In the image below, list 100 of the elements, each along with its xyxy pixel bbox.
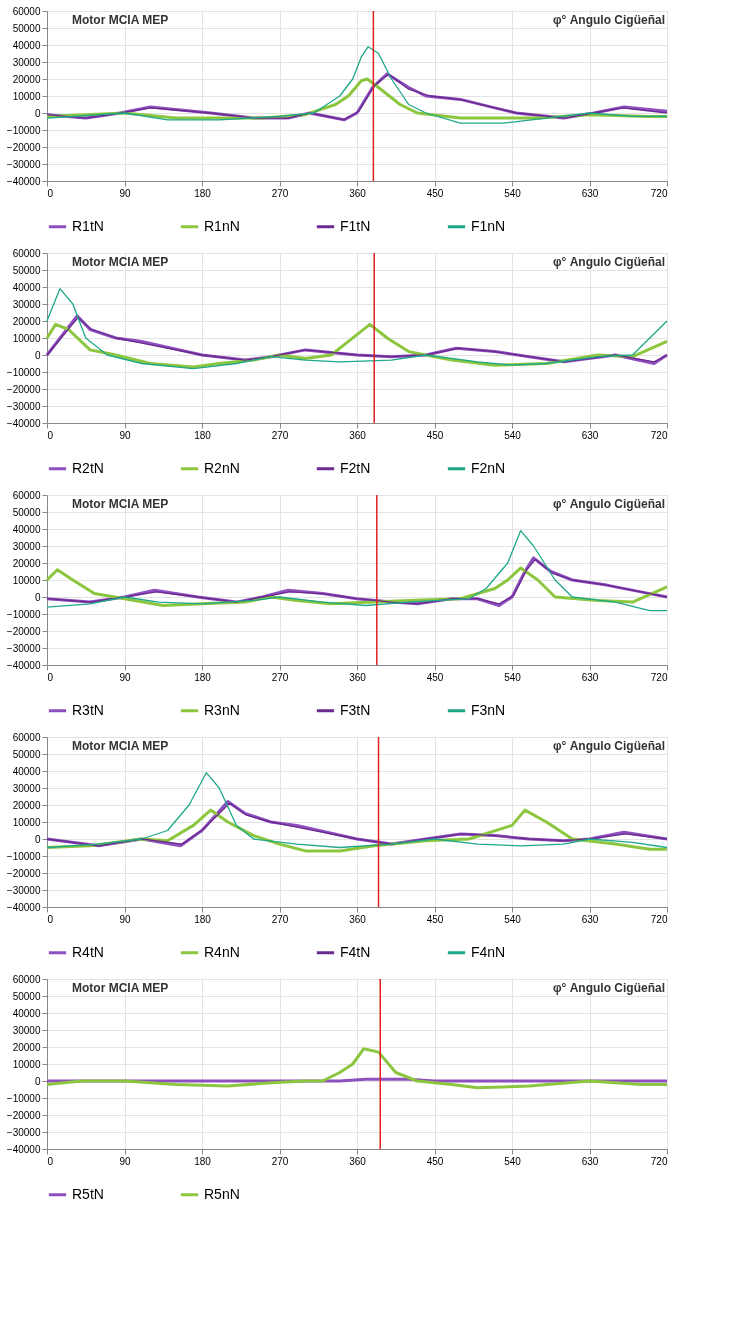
x-tick-label: 0 [47, 429, 54, 441]
x-tick-label: 720 [650, 671, 668, 683]
y-tick-label: 0 [34, 1075, 41, 1087]
x-axis-title: φ° Angulo Cigüeñal [552, 497, 665, 511]
x-tick-label: 630 [581, 187, 599, 199]
y-tick-label: −40000 [6, 175, 41, 187]
y-tick-label: 30000 [12, 540, 41, 552]
x-tick-label: 450 [426, 913, 444, 925]
y-tick-label: −30000 [6, 884, 41, 896]
y-tick-label: 40000 [12, 1007, 41, 1019]
x-tick-label: 450 [426, 671, 444, 683]
x-axis-title: φ° Angulo Cigüeñal [552, 13, 665, 27]
y-tick-label: −10000 [6, 608, 41, 620]
chart-title: Motor MCIA MEP [72, 255, 169, 269]
y-tick-label: 0 [34, 107, 41, 119]
y-tick-label: −10000 [6, 366, 41, 378]
legend-label: R3tN [72, 701, 104, 718]
y-tick-label: 30000 [12, 56, 41, 68]
x-tick-label: 0 [47, 913, 54, 925]
y-tick-label: 60000 [12, 973, 41, 985]
x-tick-label: 0 [47, 1155, 54, 1167]
y-tick-label: 0 [34, 349, 41, 361]
x-tick-label: 630 [581, 1155, 599, 1167]
y-tick-label: 60000 [12, 5, 41, 17]
y-tick-label: −20000 [6, 867, 41, 879]
legend-label: R1nN [204, 217, 240, 234]
y-tick-label: −10000 [6, 850, 41, 862]
x-tick-label: 720 [650, 187, 668, 199]
legend-label: F1nN [471, 217, 506, 234]
legend-label: R1tN [72, 217, 104, 234]
y-tick-label: 20000 [12, 799, 41, 811]
legend-label: F2tN [340, 459, 371, 476]
x-tick-label: 540 [504, 429, 522, 441]
x-tick-label: 270 [271, 913, 289, 925]
x-tick-label: 720 [650, 1155, 668, 1167]
x-tick-label: 180 [194, 1155, 212, 1167]
x-tick-label: 720 [650, 913, 668, 925]
y-tick-label: −30000 [6, 158, 41, 170]
x-tick-label: 450 [426, 1155, 444, 1167]
legend-label: R2nN [204, 459, 240, 476]
legend-label: R2tN [72, 459, 104, 476]
y-tick-label: 10000 [12, 90, 41, 102]
x-axis-title: φ° Angulo Cigüeñal [552, 255, 665, 269]
x-tick-label: 90 [119, 187, 131, 199]
x-tick-label: 0 [47, 187, 54, 199]
x-tick-label: 90 [119, 429, 131, 441]
y-tick-label: −30000 [6, 642, 41, 654]
x-tick-label: 270 [271, 187, 289, 199]
x-tick-label: 0 [47, 671, 54, 683]
legend-label: F1tN [340, 217, 371, 234]
y-tick-label: 40000 [12, 281, 41, 293]
x-tick-label: 180 [194, 429, 212, 441]
x-tick-label: 360 [349, 913, 367, 925]
x-tick-label: 180 [194, 913, 212, 925]
x-tick-label: 630 [581, 671, 599, 683]
x-tick-label: 540 [504, 1155, 522, 1167]
x-tick-label: 540 [504, 671, 522, 683]
y-tick-label: −40000 [6, 901, 41, 913]
y-tick-label: 40000 [12, 39, 41, 51]
y-tick-label: 20000 [12, 315, 41, 327]
y-tick-label: 10000 [12, 332, 41, 344]
x-tick-label: 450 [426, 187, 444, 199]
x-tick-label: 180 [194, 671, 212, 683]
x-tick-label: 630 [581, 429, 599, 441]
chart-title: Motor MCIA MEP [72, 739, 169, 753]
y-tick-label: 30000 [12, 298, 41, 310]
x-tick-label: 180 [194, 187, 212, 199]
x-tick-label: 90 [119, 913, 131, 925]
y-tick-label: 10000 [12, 574, 41, 586]
y-tick-label: 60000 [12, 489, 41, 501]
y-tick-label: 40000 [12, 765, 41, 777]
y-tick-label: 20000 [12, 73, 41, 85]
x-tick-label: 630 [581, 913, 599, 925]
y-tick-label: 10000 [12, 816, 41, 828]
chart-title: Motor MCIA MEP [72, 497, 169, 511]
legend-label: R4tN [72, 943, 104, 960]
chart-title: Motor MCIA MEP [72, 13, 169, 27]
y-tick-label: −10000 [6, 124, 41, 136]
y-tick-label: −30000 [6, 1126, 41, 1138]
y-tick-label: −40000 [6, 1143, 41, 1155]
legend-label: F2nN [471, 459, 506, 476]
y-tick-label: 20000 [12, 1041, 41, 1053]
legend-label: F4nN [471, 943, 506, 960]
y-tick-label: 50000 [12, 264, 41, 276]
y-tick-label: 50000 [12, 506, 41, 518]
y-tick-label: −10000 [6, 1092, 41, 1104]
y-tick-label: 0 [34, 591, 41, 603]
x-tick-label: 540 [504, 913, 522, 925]
y-tick-label: 60000 [12, 731, 41, 743]
y-tick-label: −20000 [6, 141, 41, 153]
x-tick-label: 360 [349, 187, 367, 199]
x-tick-label: 540 [504, 187, 522, 199]
x-tick-label: 360 [349, 1155, 367, 1167]
y-tick-label: −40000 [6, 417, 41, 429]
legend-label: R3nN [204, 701, 240, 718]
x-tick-label: 90 [119, 671, 131, 683]
y-tick-label: 50000 [12, 748, 41, 760]
y-tick-label: −20000 [6, 625, 41, 637]
y-tick-label: 0 [34, 833, 41, 845]
y-tick-label: 50000 [12, 990, 41, 1002]
